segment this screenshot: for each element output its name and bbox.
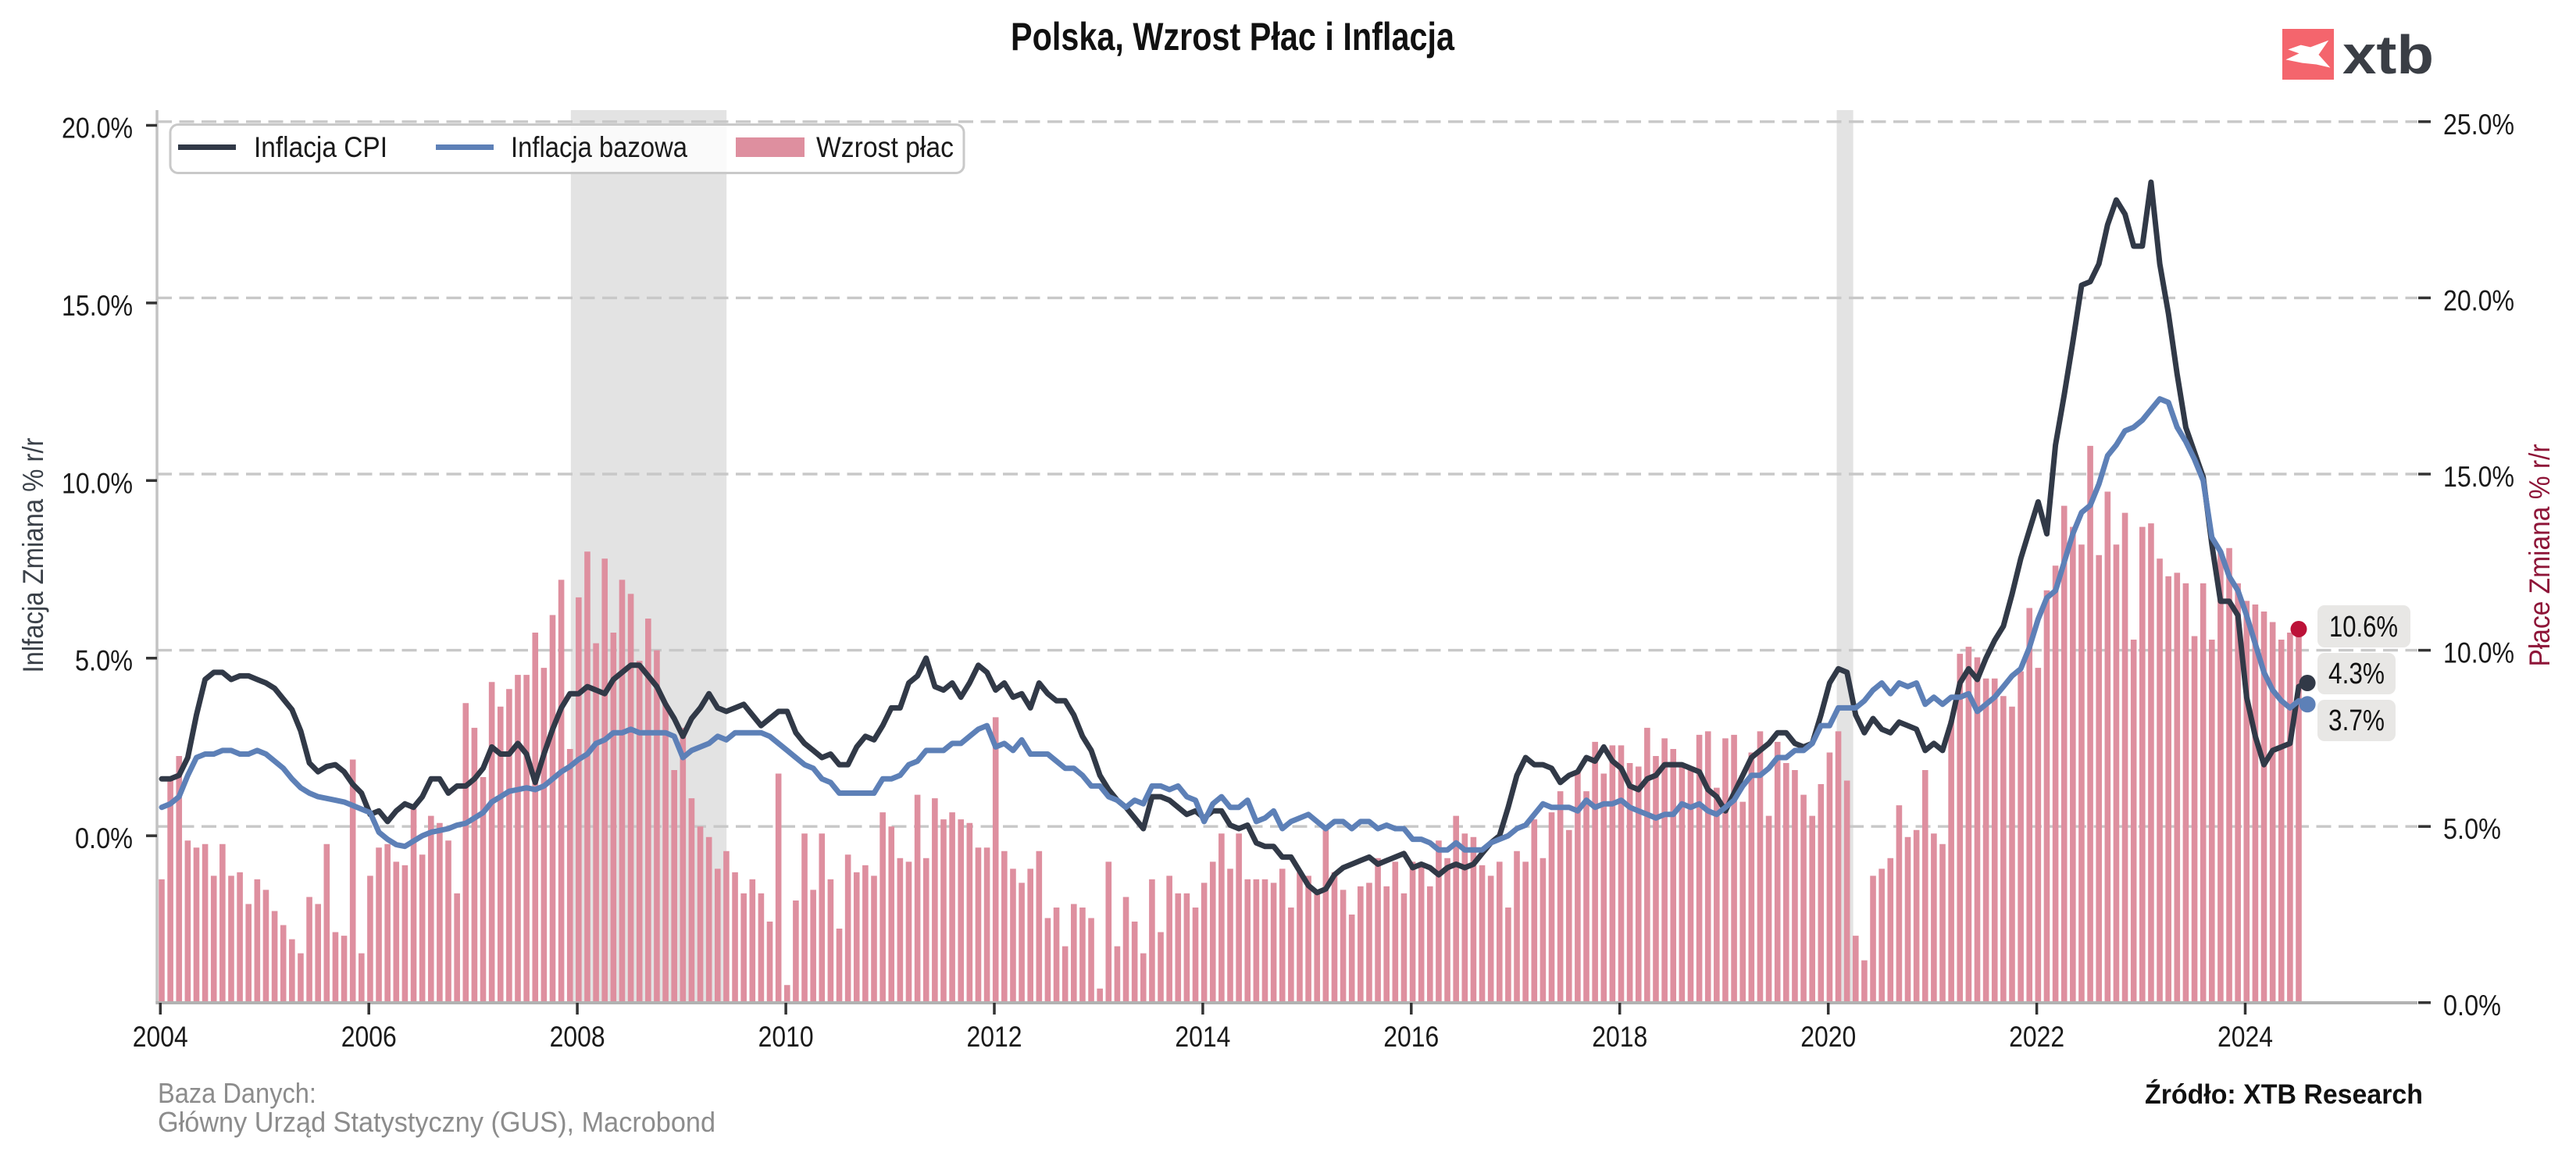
svg-text:2020: 2020 <box>1800 1021 1856 1053</box>
svg-text:4.3%: 4.3% <box>2328 658 2385 690</box>
svg-text:Źródło: XTB Research: Źródło: XTB Research <box>2145 1079 2423 1110</box>
svg-text:0.0%: 0.0% <box>75 822 133 854</box>
svg-text:2014: 2014 <box>1175 1021 1230 1053</box>
svg-text:Inflacja CPI: Inflacja CPI <box>254 130 387 163</box>
svg-text:5.0%: 5.0% <box>75 645 133 677</box>
svg-text:2006: 2006 <box>341 1021 397 1053</box>
svg-text:2024: 2024 <box>2217 1021 2273 1053</box>
svg-text:20.0%: 20.0% <box>62 112 133 144</box>
svg-text:15.0%: 15.0% <box>62 290 133 322</box>
svg-text:2012: 2012 <box>967 1021 1022 1053</box>
svg-text:2008: 2008 <box>550 1021 605 1053</box>
svg-text:0.0%: 0.0% <box>2443 990 2501 1022</box>
svg-text:Inflacja bazowa: Inflacja bazowa <box>511 130 687 163</box>
svg-text:Baza Danych:: Baza Danych: <box>158 1077 316 1109</box>
svg-text:xtb: xtb <box>2342 24 2434 85</box>
svg-text:Wzrost płac: Wzrost płac <box>816 130 954 163</box>
svg-text:10.0%: 10.0% <box>62 467 133 499</box>
svg-text:15.0%: 15.0% <box>2443 461 2514 493</box>
svg-text:2018: 2018 <box>1592 1021 1647 1053</box>
svg-text:10.6%: 10.6% <box>2329 611 2398 644</box>
svg-text:Inlfacja Zmiana % r/r: Inlfacja Zmiana % r/r <box>17 438 49 673</box>
svg-text:25.0%: 25.0% <box>2443 109 2514 141</box>
svg-text:2004: 2004 <box>133 1021 188 1053</box>
svg-text:20.0%: 20.0% <box>2443 284 2514 316</box>
svg-text:5.0%: 5.0% <box>2443 813 2501 845</box>
svg-text:2010: 2010 <box>758 1021 814 1053</box>
svg-text:2022: 2022 <box>2009 1021 2064 1053</box>
svg-text:3.7%: 3.7% <box>2328 704 2385 737</box>
svg-text:Polska, Wzrost Płac i Inflacja: Polska, Wzrost Płac i Inflacja <box>1011 15 1455 59</box>
svg-text:10.0%: 10.0% <box>2443 637 2514 669</box>
svg-text:Płace Zmiana % r/r: Płace Zmiana % r/r <box>2524 444 2556 667</box>
svg-text:Główny Urząd Statystyczny (GUS: Główny Urząd Statystyczny (GUS), Macrobo… <box>158 1106 715 1138</box>
svg-text:2016: 2016 <box>1383 1021 1439 1053</box>
